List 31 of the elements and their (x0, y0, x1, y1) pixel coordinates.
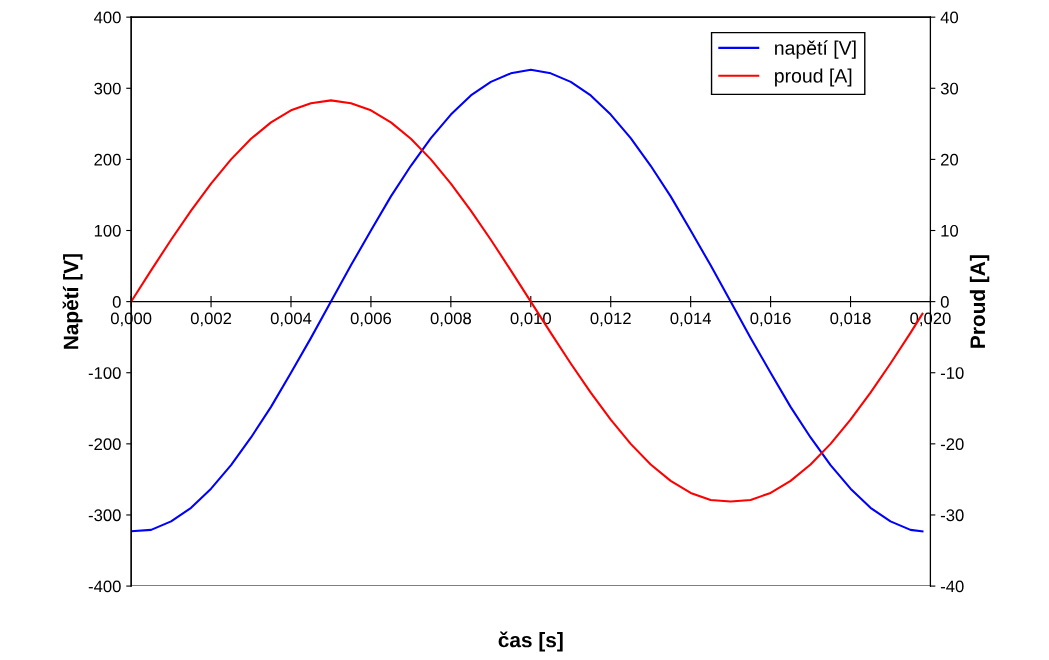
y2-tick-label: -20 (940, 438, 964, 451)
y2-tick-label: 20 (941, 153, 959, 166)
y-tick-label: -200 (88, 438, 121, 451)
x-tick-label: 0,012 (590, 312, 631, 327)
y-tick-label: -400 (88, 580, 121, 593)
x-tick-label: 0,006 (350, 312, 392, 327)
y2-tick-label: -40 (940, 580, 964, 593)
x-tick-label: 0,002 (190, 312, 232, 327)
y2-tick-label: 30 (940, 82, 959, 95)
y2-tick-label: -30 (940, 509, 964, 522)
legend-label: proud [A] (775, 68, 852, 87)
y2-tick-label: 0 (940, 296, 949, 308)
x-tick-label: 0,004 (270, 312, 312, 327)
y-tick-label: -300 (88, 509, 121, 522)
x-tick-label: 0,014 (670, 312, 712, 327)
y-axis-title: Napětí [V] (62, 254, 83, 349)
legend-label: napětí [V] (775, 40, 856, 59)
y-tick-label: 0 (112, 296, 121, 308)
x-tick-label: 0,016 (750, 312, 791, 327)
y-tick-label: -100 (88, 367, 121, 379)
x-axis-title: čas [s] (498, 631, 563, 652)
x-tick-label: 0,018 (830, 312, 871, 327)
y-tick-label: 100 (94, 224, 121, 237)
x-tick-label: 0,008 (430, 312, 471, 327)
y2-tick-label: -10 (940, 367, 964, 379)
y2-tick-label: 10 (941, 224, 959, 237)
y2-tick-label: 40 (940, 11, 959, 24)
y-tick-label: 300 (94, 82, 121, 95)
y2-axis-title: Proud [A] (969, 255, 990, 348)
y-tick-label: 200 (94, 153, 121, 166)
y-tick-label: 400 (93, 11, 121, 24)
